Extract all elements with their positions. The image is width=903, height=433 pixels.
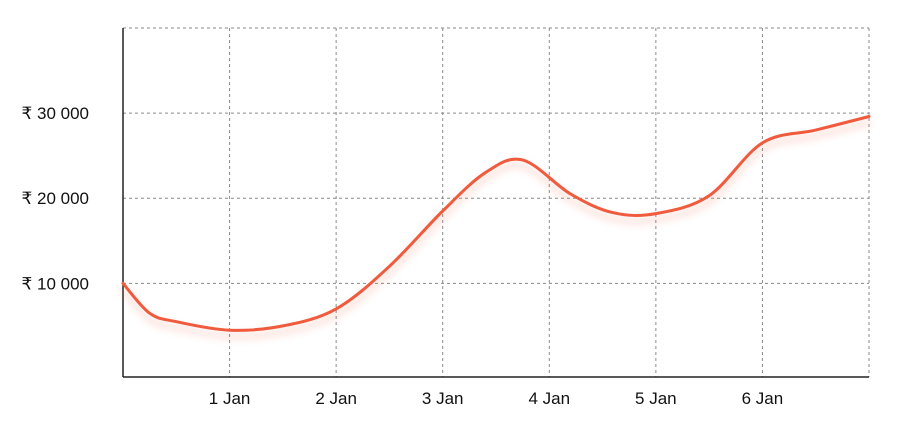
series-layer xyxy=(121,115,871,332)
y-tick-label: ₹ 10 000 xyxy=(21,274,89,293)
x-tick-label: 4 Jan xyxy=(528,389,570,408)
grid-lines xyxy=(123,27,870,377)
x-tick-label: 3 Jan xyxy=(422,389,464,408)
y-tick-label: ₹ 30 000 xyxy=(21,104,89,123)
series-line xyxy=(121,115,871,332)
x-tick-label: 2 Jan xyxy=(315,389,357,408)
y-tick-label: ₹ 20 000 xyxy=(21,189,89,208)
x-tick-label: 1 Jan xyxy=(209,389,251,408)
x-tick-label: 6 Jan xyxy=(742,389,784,408)
axes xyxy=(122,28,869,378)
y-axis-tick-labels: ₹ 10 000 ₹ 20 000 ₹ 30 000 xyxy=(21,104,89,293)
x-tick-label: 5 Jan xyxy=(635,389,677,408)
x-axis-tick-labels: 1 Jan 2 Jan 3 Jan 4 Jan 5 Jan 6 Jan xyxy=(209,389,783,408)
